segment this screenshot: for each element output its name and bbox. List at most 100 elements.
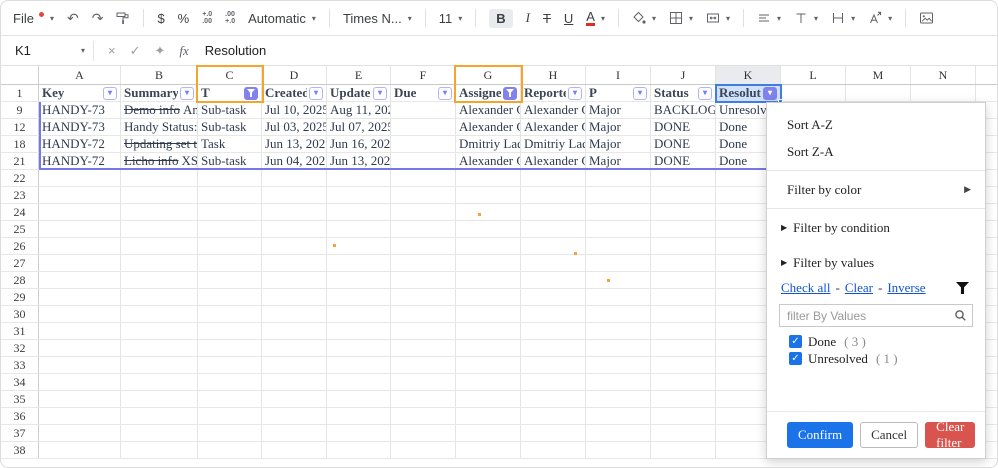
insert-image-button[interactable] bbox=[919, 11, 934, 25]
menu-item-filter-by-color[interactable]: Filter by color ▶ bbox=[787, 181, 971, 197]
check-all-link[interactable]: Check all bbox=[781, 280, 831, 295]
filter-dropdown-created[interactable]: ▾ bbox=[309, 86, 323, 100]
row-number[interactable]: 22 bbox=[1, 170, 39, 186]
formula-assist-icon[interactable]: ✦ bbox=[154, 42, 166, 58]
column-header-d[interactable]: D bbox=[262, 66, 327, 84]
column-header-g[interactable]: G bbox=[456, 66, 521, 84]
text-wrap-button[interactable]: ▾ bbox=[831, 11, 855, 25]
cell-reporter[interactable]: Alexander C bbox=[521, 119, 586, 135]
cell-due[interactable] bbox=[391, 153, 456, 169]
empty-cell[interactable] bbox=[781, 85, 846, 101]
cancel-button[interactable]: Cancel bbox=[860, 422, 919, 448]
cell-summary[interactable]: Updating set to bbox=[121, 136, 198, 152]
cell-reporter[interactable]: Alexander C bbox=[521, 102, 586, 118]
row-number[interactable]: 33 bbox=[1, 357, 39, 373]
column-header-n[interactable]: N bbox=[911, 66, 976, 84]
row-number[interactable]: 23 bbox=[1, 187, 39, 203]
cell-updated[interactable]: Jun 13, 2025 bbox=[327, 153, 391, 169]
cell-reporter[interactable]: Dmitriy Lad bbox=[521, 136, 586, 152]
increase-decimals-button[interactable]: +.0.00 bbox=[202, 11, 212, 25]
empty-row-cells[interactable] bbox=[39, 425, 997, 441]
row-number[interactable]: 32 bbox=[1, 340, 39, 356]
column-header-f[interactable]: F bbox=[391, 66, 456, 84]
cell-assignee[interactable]: Dmitriy Lad bbox=[456, 136, 521, 152]
cell-summary[interactable]: Licho infoXSR bbox=[121, 153, 198, 169]
header-cell-created[interactable]: Created ▾ bbox=[262, 85, 327, 101]
column-header-l[interactable]: L bbox=[781, 66, 846, 84]
horizontal-align-button[interactable]: ▾ bbox=[757, 11, 781, 25]
paint-format-button[interactable] bbox=[116, 11, 130, 25]
cell-summary[interactable]: Demo infoAnti bbox=[121, 102, 198, 118]
cell-type[interactable]: Sub-task bbox=[198, 153, 262, 169]
cell-created[interactable]: Jun 13, 2025 bbox=[262, 136, 327, 152]
filter-dropdown-updated[interactable]: ▾ bbox=[373, 86, 387, 100]
cell-p[interactable]: Major bbox=[586, 119, 651, 135]
header-cell-updated[interactable]: Updated ▾ bbox=[327, 85, 391, 101]
column-header-c[interactable]: C bbox=[198, 66, 262, 84]
row-number[interactable]: 30 bbox=[1, 306, 39, 322]
clear-link[interactable]: Clear bbox=[844, 280, 873, 295]
empty-row-cells[interactable] bbox=[39, 187, 997, 203]
borders-button[interactable]: ▾ bbox=[669, 11, 693, 25]
filter-dropdown-due[interactable]: ▾ bbox=[438, 86, 452, 100]
column-header-a[interactable]: A bbox=[39, 66, 121, 84]
inverse-link[interactable]: Inverse bbox=[887, 280, 926, 295]
empty-row-cells[interactable] bbox=[39, 255, 997, 271]
filter-dropdown-status[interactable]: ▾ bbox=[698, 86, 712, 100]
fill-color-button[interactable]: ▾ bbox=[632, 11, 656, 25]
row-number[interactable]: 35 bbox=[1, 391, 39, 407]
name-box[interactable]: K1 ▾ bbox=[1, 43, 93, 58]
empty-row-cells[interactable] bbox=[39, 204, 997, 220]
column-header-h[interactable]: H bbox=[521, 66, 586, 84]
row-number[interactable]: 24 bbox=[1, 204, 39, 220]
empty-row-cells[interactable] bbox=[39, 442, 997, 458]
font-size-dropdown[interactable]: 11 ▾ bbox=[439, 11, 463, 26]
empty-row-cells[interactable] bbox=[39, 272, 997, 288]
cell-type[interactable]: Sub-task bbox=[198, 119, 262, 135]
filter-active-type[interactable] bbox=[244, 86, 258, 100]
accept-icon[interactable]: ✓ bbox=[129, 42, 141, 58]
redo-button[interactable]: ↷ bbox=[92, 11, 104, 25]
cell-updated[interactable]: Jul 07, 2025 bbox=[327, 119, 391, 135]
menu-item-filter-by-condition[interactable]: ▶ Filter by condition bbox=[781, 219, 890, 235]
filter-dropdown-resolution[interactable]: ▾ bbox=[763, 86, 777, 100]
menu-item-sort-za[interactable]: Sort Z-A bbox=[787, 144, 834, 159]
font-family-dropdown[interactable]: Times N... ▾ bbox=[343, 11, 412, 26]
confirm-button[interactable]: Confirm bbox=[787, 422, 854, 448]
row-number[interactable]: 29 bbox=[1, 289, 39, 305]
cell-created[interactable]: Jul 10, 2025 bbox=[262, 102, 327, 118]
header-cell-status[interactable]: Status ▾ bbox=[651, 85, 716, 101]
empty-row-cells[interactable] bbox=[39, 323, 997, 339]
file-menu[interactable]: File ▾ bbox=[13, 11, 54, 26]
filter-active-assignee[interactable] bbox=[503, 86, 517, 100]
header-cell-resolution[interactable]: Resolution ▾ bbox=[716, 85, 781, 101]
cell-type[interactable]: Task bbox=[198, 136, 262, 152]
row-number[interactable]: 36 bbox=[1, 408, 39, 424]
percent-button[interactable]: % bbox=[178, 11, 190, 26]
cell-p[interactable]: Major bbox=[586, 102, 651, 118]
vertical-align-button[interactable]: ▾ bbox=[794, 11, 818, 25]
column-header-b[interactable]: B bbox=[121, 66, 198, 84]
cell-key[interactable]: HANDY-72 bbox=[39, 136, 121, 152]
empty-row-cells[interactable] bbox=[39, 289, 997, 305]
menu-item-sort-az[interactable]: Sort A-Z bbox=[787, 117, 833, 132]
empty-cell[interactable] bbox=[911, 85, 976, 101]
merge-cells-button[interactable]: ▾ bbox=[706, 11, 730, 25]
checkbox-checked-icon[interactable] bbox=[789, 335, 802, 348]
header-cell-key[interactable]: Key ▾ bbox=[39, 85, 121, 101]
row-number[interactable]: 25 bbox=[1, 221, 39, 237]
cell-summary[interactable]: Handy Status: y bbox=[121, 119, 198, 135]
filter-dropdown-p[interactable]: ▾ bbox=[633, 86, 647, 100]
empty-row-cells[interactable] bbox=[39, 238, 997, 254]
row-number[interactable]: 18 bbox=[1, 136, 39, 152]
row-number[interactable]: 31 bbox=[1, 323, 39, 339]
row-number[interactable]: 9 bbox=[1, 102, 39, 118]
cell-key[interactable]: HANDY-73 bbox=[39, 102, 121, 118]
empty-cell[interactable] bbox=[846, 85, 911, 101]
header-cell-type[interactable]: T bbox=[198, 85, 262, 101]
empty-row-cells[interactable] bbox=[39, 408, 997, 424]
text-color-button[interactable]: A ▾ bbox=[586, 10, 605, 26]
column-header-k[interactable]: K bbox=[716, 66, 781, 84]
cell-status[interactable]: DONE bbox=[651, 153, 716, 169]
empty-row-cells[interactable] bbox=[39, 357, 997, 373]
